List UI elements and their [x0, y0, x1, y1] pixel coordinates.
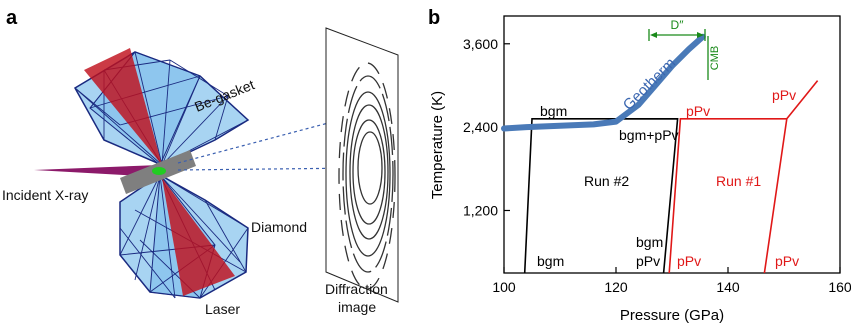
d-double-prime-label: D″: [671, 18, 685, 32]
x-tick-label: 160: [828, 279, 851, 295]
y-tick-label: 1,200: [463, 202, 498, 218]
x-axis-ticks: 100 120 140 160: [492, 267, 851, 295]
plot-frame: [503, 15, 841, 274]
diamond-label: Diamond: [251, 219, 307, 235]
upper-laser-cone: [84, 48, 162, 165]
laser-label: Laser: [205, 301, 240, 317]
lower-laser-cone: [162, 178, 235, 296]
series-run2-path-0: [523, 118, 679, 274]
series-geotherm-line: [501, 33, 706, 132]
bgm-top-label: bgm: [540, 103, 567, 119]
panel-b: b 1,200 2,400 3,600 100 120 140 160 Pressure …: [428, 7, 851, 324]
run2-label: Run #2: [584, 173, 629, 189]
x-axis-label: Pressure (GPa): [620, 307, 724, 324]
series-run1-path-0: [668, 118, 787, 274]
incident-xray-beam: [34, 165, 160, 177]
diffraction-image: [325, 27, 399, 303]
y-tick-label: 2,400: [463, 119, 498, 135]
x-tick-label: 140: [716, 279, 740, 295]
cmb-label: CMB: [709, 46, 721, 70]
run1-label: Run #1: [716, 173, 761, 189]
bgm-ppv-label: bgm+pPv: [619, 127, 679, 143]
incident-xray-label: Incident X-ray: [2, 187, 88, 203]
y-axis-ticks: 1,200 2,400 3,600: [463, 36, 510, 218]
bgm-bottom-left-label: bgm: [537, 253, 564, 269]
ppv-top-left-label: pPv: [686, 103, 710, 119]
d-double-prime-bracket: [648, 29, 709, 80]
series-layer: [501, 33, 819, 274]
ppv-bottom-mid2-label: pPv: [677, 253, 701, 269]
diffracted-beam-lower: [177, 167, 363, 171]
ppv-bottom-right-label: pPv: [775, 253, 799, 269]
panel-a-label: a: [6, 7, 18, 29]
sample-marker: [152, 167, 166, 175]
diffraction-label-line1: Diffraction: [325, 281, 388, 297]
x-tick-label: 120: [604, 279, 628, 295]
ppv-top-right-label: pPv: [772, 87, 796, 103]
diffraction-label-line2: image: [338, 299, 376, 315]
ppv-bottom-mid-label: pPv: [636, 253, 660, 269]
series-run1-path-1: [763, 80, 819, 274]
panel-b-label: b: [428, 7, 440, 29]
geotherm-label: Geotherm: [620, 55, 679, 114]
x-tick-label: 100: [492, 279, 516, 295]
y-axis-label: Temperature (K): [429, 91, 446, 199]
panel-a: a: [2, 7, 399, 317]
bgm-bottom-mid-label: bgm: [636, 234, 663, 250]
y-tick-label: 3,600: [463, 36, 498, 52]
